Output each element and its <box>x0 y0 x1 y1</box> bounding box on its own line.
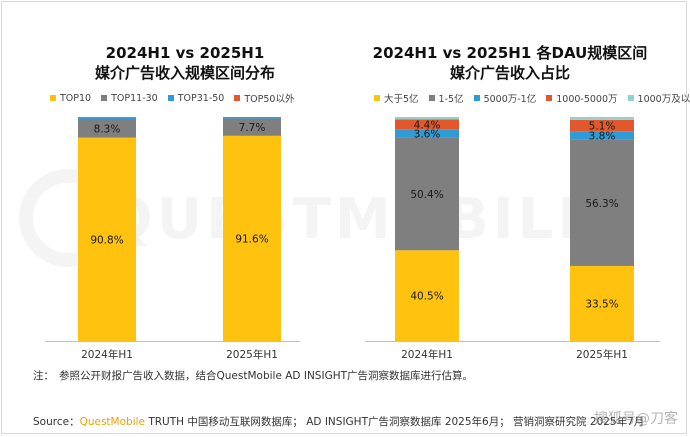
right-legend-label: 1000万及以下 <box>637 94 690 105</box>
right-data-label: 5.1% <box>589 121 616 133</box>
left-legend-item: TOP31-50 <box>167 92 225 104</box>
left-legend-item: TOP10 <box>50 93 91 104</box>
right-legend-item: 1000-5000万 <box>546 91 618 105</box>
left-legend-item: TOP11-30 <box>101 93 158 104</box>
right-category-label: 2024年H1 <box>401 348 453 361</box>
source-prefix: Source： <box>33 416 80 428</box>
source-line: Source：QuestMobile TRUTH 中国移动互联网数据库； AD … <box>33 414 644 429</box>
right-bar-segment <box>570 265 634 341</box>
right-bar-segment <box>570 131 634 140</box>
left-legend-label: TOP11-30 <box>111 92 158 104</box>
right-chart: 40.5% 50.4% 3.6%4.4% 2024年H1 33.5% 56.3% 3.8%5… <box>365 117 660 361</box>
right-data-label: 3.6% <box>414 128 441 140</box>
left-category-label: 2024年H1 <box>81 348 133 361</box>
right-category-label: 2025年H1 <box>576 348 628 361</box>
footnote-label: 注： <box>33 370 54 382</box>
left-bar-segment <box>223 135 281 341</box>
left-data-label: 90.8% <box>90 234 123 246</box>
left-category-label: 2025年H1 <box>226 348 278 361</box>
source-text: TRUTH 中国移动互联网数据库； AD INSIGHT广告洞察数据库 2025… <box>145 416 645 428</box>
left-chart-title-line2: 媒介广告收入规模区间分布 <box>94 64 275 82</box>
right-bar-segment <box>395 250 459 341</box>
right-legend-label: 大于5亿 <box>384 94 419 105</box>
left-legend-label: TOP31-50 <box>177 92 225 104</box>
right-bar-segment <box>395 137 459 251</box>
right-data-label: 40.5% <box>410 291 443 303</box>
left-data-label: 8.3% <box>94 123 121 135</box>
right-legend-swatch <box>473 95 480 101</box>
left-bar-segment <box>78 117 136 120</box>
right-bar-segment <box>395 117 459 120</box>
right-chart-title-line2: 媒介广告收入占比 <box>449 64 570 82</box>
left-legend-label: TOP50以外 <box>244 94 295 105</box>
left-bar-segment <box>223 118 281 136</box>
left-chart-title-line1: 2024H1 vs 2025H1 <box>105 44 265 62</box>
right-legend-label: 1000-5000万 <box>556 94 618 105</box>
right-legend-item: 大于5亿 <box>374 91 419 105</box>
left-data-label: 91.6% <box>235 233 268 245</box>
footnote-text: 参照公开财报广告收入数据，结合QuestMobile AD INSIGHT广告洞… <box>59 370 474 382</box>
right-data-label: 3.8% <box>589 131 616 143</box>
left-legend-swatch <box>167 95 174 101</box>
credit-watermark: 搜狐号@刀客 <box>594 411 678 427</box>
left-legend-item: TOP50以外 <box>234 91 294 105</box>
right-legend-swatch <box>374 95 380 101</box>
right-bar-segment <box>570 117 634 120</box>
right-data-label: 4.4% <box>414 119 441 131</box>
left-legend-swatch <box>101 95 108 101</box>
right-bar-segment <box>395 129 459 138</box>
right-legend-swatch <box>627 95 634 101</box>
left-bar-segment <box>223 117 281 119</box>
right-data-label: 50.4% <box>410 189 443 201</box>
left-chart-legend: TOP10 TOP11-30 TOP31-50 TOP50以外 <box>50 91 304 105</box>
right-bar-segment <box>570 119 634 132</box>
left-bar-segment <box>78 119 136 138</box>
right-legend-swatch <box>428 95 435 101</box>
right-bar-segment <box>570 139 634 266</box>
right-data-label: 33.5% <box>585 298 618 310</box>
right-chart-title-line1: 2024H1 vs 2025H1 各DAU规模区间 <box>372 44 648 62</box>
source-brand: QuestMobile <box>79 416 145 428</box>
right-legend-label: 1-5亿 <box>438 94 464 105</box>
right-legend-item: 1-5亿 <box>428 91 464 105</box>
right-data-label: 56.3% <box>585 198 618 210</box>
right-legend-swatch <box>546 95 553 101</box>
right-chart-legend: 大于5亿 1-5亿 5000万-1亿 1000-5000万 1000万及以下 <box>374 91 690 105</box>
left-legend-swatch <box>234 95 241 101</box>
left-bar-segment <box>78 117 136 118</box>
right-legend-label: 5000万-1亿 <box>483 94 537 105</box>
right-legend-item: 5000万-1亿 <box>473 91 537 105</box>
left-data-label: 7.7% <box>239 122 266 134</box>
right-chart-title: 2024H1 vs 2025H1 各DAU规模区间 媒介广告收入占比 <box>360 43 660 83</box>
left-legend-swatch <box>50 95 56 101</box>
left-bar-segment <box>78 137 136 341</box>
right-bar-segment <box>395 119 459 130</box>
left-chart: 90.8% 8.3% 2024年H1 91.6% 7.7% 2025年H1 <box>45 117 300 361</box>
right-legend-item: 1000万及以下 <box>627 91 690 105</box>
left-chart-title: 2024H1 vs 2025H1 媒介广告收入规模区间分布 <box>60 43 310 83</box>
left-legend-label: TOP10 <box>60 92 92 104</box>
